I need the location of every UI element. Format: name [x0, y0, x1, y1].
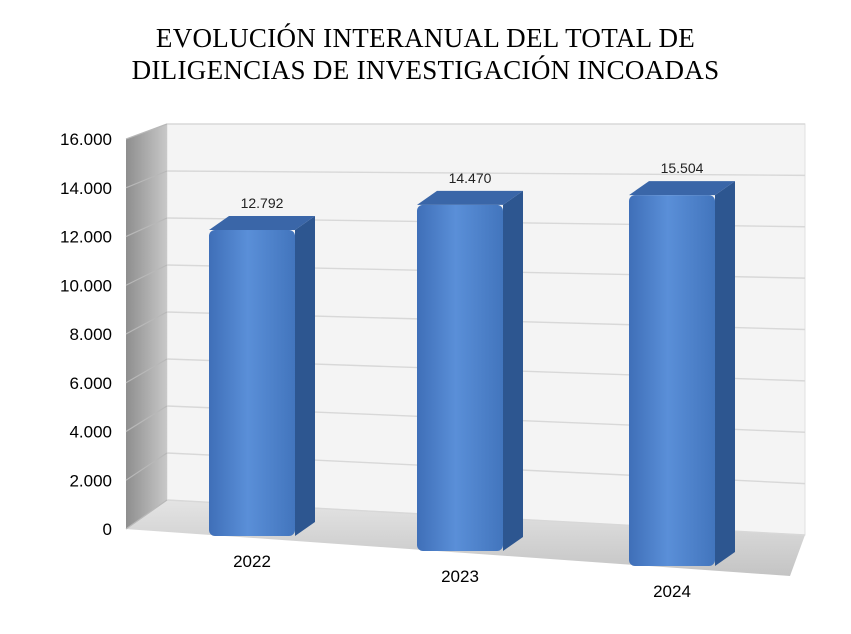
bar-top [209, 216, 315, 230]
gridline-back [166, 170, 806, 177]
bar-side [295, 216, 315, 536]
gridline-side [125, 217, 168, 238]
data-label: 12.792 [241, 195, 284, 211]
bar-2022 [209, 230, 295, 536]
y-tick-label: 2.000 [69, 471, 112, 490]
chart-title-line-1: EVOLUCIÓN INTERANUAL DEL TOTAL DE [155, 23, 696, 53]
data-label: 14.470 [449, 170, 492, 186]
chart-title-line-2: DILIGENCIAS DE INVESTIGACIÓN INCOADAS [131, 55, 720, 85]
y-tick-label: 4.000 [69, 423, 112, 442]
chart-bars: 12.792 14.470 15.504 [209, 160, 735, 566]
gridline-side [125, 123, 168, 140]
y-tick-label: 16.000 [60, 130, 112, 149]
gridline-side [125, 264, 168, 286]
data-label: 15.504 [661, 160, 704, 176]
x-category-label: 2024 [653, 582, 691, 601]
gridline-side [125, 358, 168, 384]
y-axis-tick-labels: 0 2.000 4.000 6.000 8.000 10.000 12.000 14.000 1… [60, 130, 112, 539]
bar-2024 [629, 195, 715, 566]
y-tick-label: 6.000 [69, 374, 112, 393]
bar-top [417, 190, 523, 205]
bar-top [629, 181, 735, 196]
bar-side [503, 190, 523, 551]
y-tick-label: 8.000 [69, 325, 112, 344]
chart-title: EVOLUCIÓN INTERANUAL DEL TOTAL DE DILIGE… [0, 22, 851, 86]
y-tick-label: 12.000 [60, 228, 112, 247]
y-tick-label: 10.000 [60, 276, 112, 295]
x-category-label: 2022 [233, 552, 271, 571]
gridline-side [125, 405, 168, 433]
bar-2023 [417, 204, 503, 551]
gridline-side [125, 170, 168, 189]
side-wall [126, 124, 167, 529]
bar-side [715, 181, 735, 566]
x-category-label: 2023 [441, 567, 479, 586]
x-axis-category-labels: 2022 2023 2024 [233, 552, 691, 601]
gridline-side [125, 452, 168, 481]
y-tick-label: 0 [103, 520, 112, 539]
gridline-side [125, 311, 168, 335]
y-tick-label: 14.000 [60, 179, 112, 198]
gridline-side [125, 499, 168, 530]
